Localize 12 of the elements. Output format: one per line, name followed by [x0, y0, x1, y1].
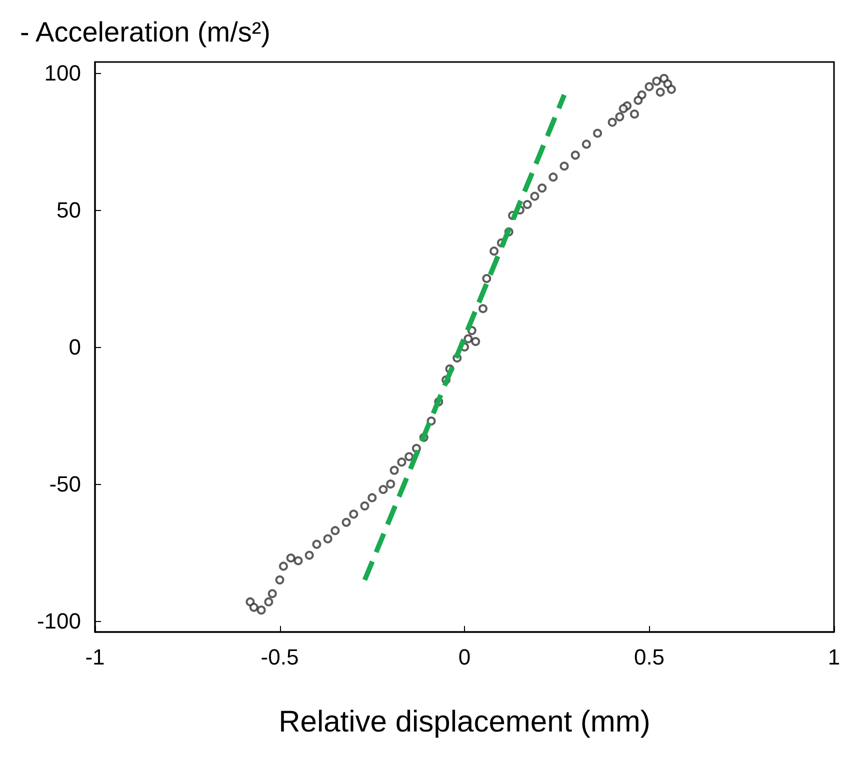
x-tick-label: -0.5	[260, 644, 299, 670]
x-axis-title: Relative displacement (mm)	[278, 706, 650, 738]
y-axis-title: - Acceleration (m/s²)	[20, 16, 270, 48]
y-tick-label: -50	[49, 472, 81, 497]
x-tick-label: 1	[828, 644, 840, 670]
y-tick-label: 0	[68, 334, 81, 360]
x-tick-label: 0	[458, 644, 471, 670]
y-tick-label: -100	[36, 608, 81, 634]
y-tick-label: 100	[44, 60, 81, 86]
x-tick-label: -1	[85, 644, 105, 670]
y-tick-label: 50	[56, 197, 81, 222]
x-tick-label: 0.5	[634, 644, 665, 670]
